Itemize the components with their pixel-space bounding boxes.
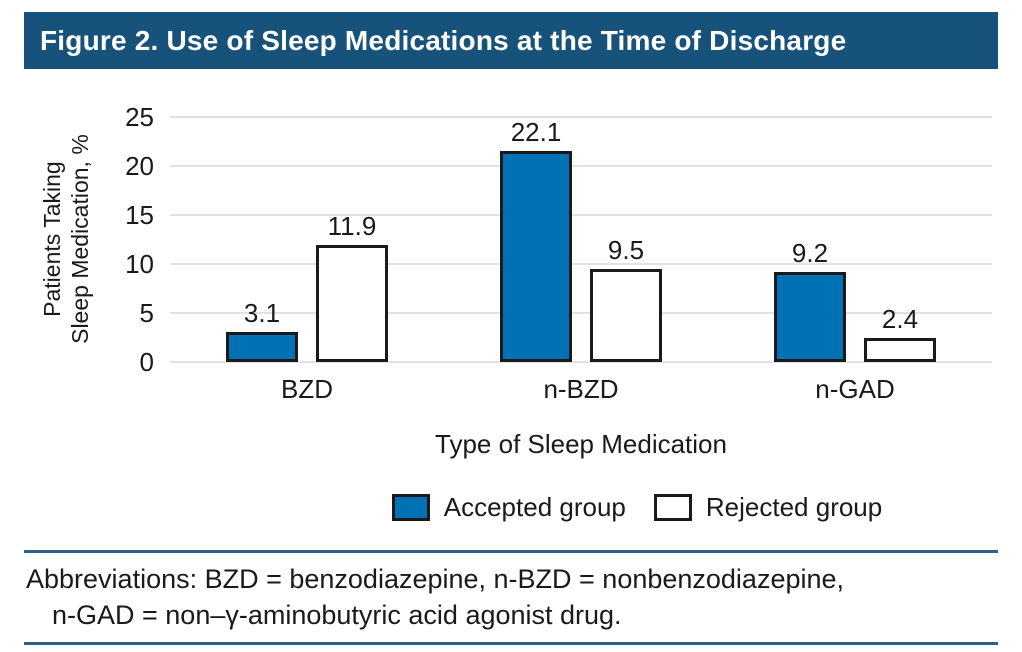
y-axis-title-line1: Patients Taking xyxy=(38,161,65,318)
bar-unit: 9.5 xyxy=(590,117,662,362)
legend: Accepted group Rejected group xyxy=(226,492,1022,523)
bar-value-label: 11.9 xyxy=(327,211,377,242)
plot-area: 3.1 11.9 22.1 9.5 9.2 2.4 xyxy=(170,116,992,363)
legend-label: Rejected group xyxy=(705,492,883,522)
footnote-bottom-rule xyxy=(24,642,998,645)
gridline xyxy=(170,263,992,265)
legend-label: Accepted group xyxy=(443,492,626,522)
bar-value-label: 9.5 xyxy=(607,234,645,265)
y-axis-title-text: Patients Taking Sleep Medication, % xyxy=(38,135,94,345)
bar-accepted-group xyxy=(500,151,572,362)
bar-rejected-group xyxy=(864,338,936,362)
bar-unit: 22.1 xyxy=(500,117,572,362)
bar-value-label: 3.1 xyxy=(243,297,281,328)
bar-groups: 3.1 11.9 22.1 9.5 9.2 2.4 xyxy=(170,117,992,362)
x-category-label: n-GAD xyxy=(815,374,895,404)
x-category-label: n-BZD xyxy=(543,374,619,404)
figure-title-bar: Figure 2. Use of Sleep Medications at th… xyxy=(24,12,998,69)
plot-column: 3.1 11.9 22.1 9.5 9.2 2.4 BZD n-BZD n-GAD Type … xyxy=(170,116,992,523)
bar-unit: 3.1 xyxy=(226,117,298,362)
y-tick-label: 15 xyxy=(125,200,154,230)
bar-accepted-group xyxy=(226,331,298,362)
gridline xyxy=(170,214,992,216)
legend-item-accepted-group: Accepted group xyxy=(391,492,626,523)
bar-unit: 2.4 xyxy=(864,117,936,362)
y-tick-label: 20 xyxy=(125,151,154,181)
bar-chart: Patients Taking Sleep Medication, % 0 5 10… xyxy=(34,102,992,523)
gridline xyxy=(170,312,992,314)
gridline xyxy=(170,116,992,118)
legend-swatch xyxy=(653,494,692,521)
bar-rejected-group xyxy=(316,245,388,362)
bar-accepted-group xyxy=(774,271,846,362)
y-axis-ticks: 0 5 10 15 20 25 xyxy=(98,102,170,377)
bar-value-label: 9.2 xyxy=(791,237,829,268)
figure-title: Figure 2. Use of Sleep Medications at th… xyxy=(40,24,847,56)
y-tick-label: 25 xyxy=(125,102,154,132)
y-tick-label: 5 xyxy=(139,298,154,328)
footnote-top-rule xyxy=(24,550,998,553)
legend-swatch xyxy=(391,494,430,521)
x-axis-categories: BZD n-BZD n-GAD xyxy=(170,374,992,405)
legend-item-rejected-group: Rejected group xyxy=(653,492,883,523)
x-axis-title: Type of Sleep Medication xyxy=(435,429,727,459)
x-category-label: BZD xyxy=(281,374,333,404)
footnote-line2: n-GAD = non–γ-aminobutyric acid agonist … xyxy=(52,600,622,630)
bar-value-label: 22.1 xyxy=(510,117,562,147)
gridline xyxy=(170,361,992,363)
bar-group: 3.1 11.9 xyxy=(170,117,444,362)
bar-group: 22.1 9.5 xyxy=(444,117,718,362)
bar-group: 9.2 2.4 xyxy=(718,117,992,362)
footnote-line1: Abbreviations: BZD = benzodiazepine, n-B… xyxy=(26,564,845,594)
gridline xyxy=(170,165,992,167)
y-tick-label: 0 xyxy=(139,347,154,377)
y-tick-label: 10 xyxy=(125,249,154,279)
bar-unit: 9.2 xyxy=(774,117,846,362)
bar-value-label: 2.4 xyxy=(881,304,919,335)
y-axis-title: Patients Taking Sleep Medication, % xyxy=(34,117,98,362)
bar-unit: 11.9 xyxy=(316,117,388,362)
bar-rejected-group xyxy=(590,268,662,362)
y-axis-title-line2: Sleep Medication, % xyxy=(67,134,93,345)
footnote-section: Abbreviations: BZD = benzodiazepine, n-B… xyxy=(24,550,998,645)
